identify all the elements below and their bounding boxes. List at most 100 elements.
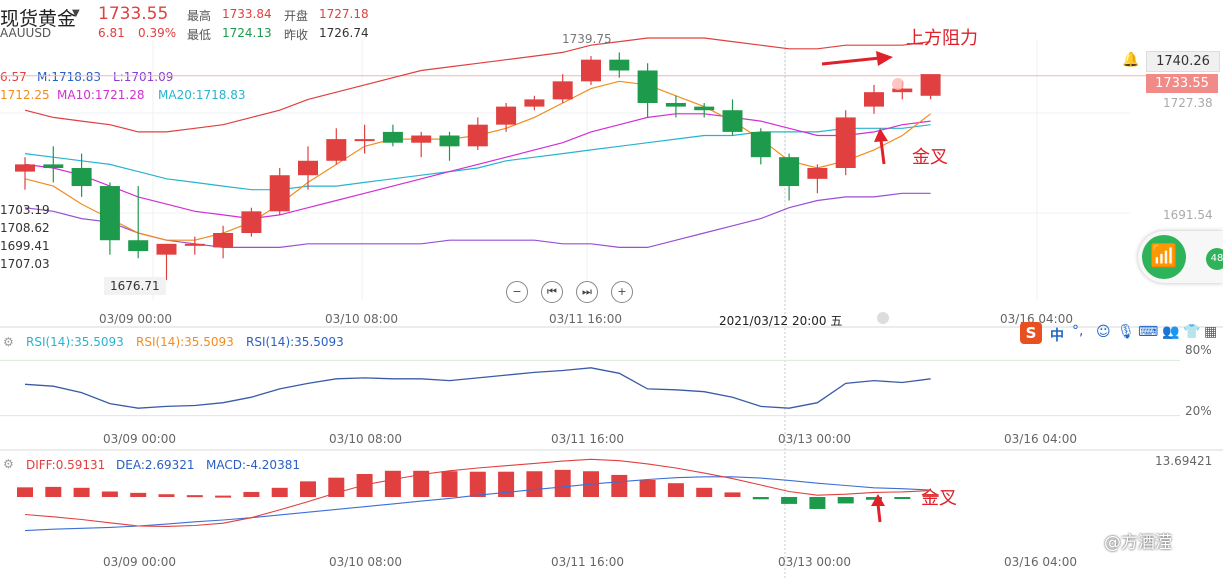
macd-axis-value: 13.69421 bbox=[1155, 454, 1213, 468]
candle-body bbox=[665, 103, 686, 107]
low-label: 1676.71 bbox=[104, 277, 166, 295]
macd-x-label-2: 03/10 08:00 bbox=[329, 555, 402, 569]
stat-prevclose-value: 1726.74 bbox=[319, 26, 369, 40]
candle-body bbox=[609, 59, 630, 71]
macd-bar bbox=[271, 487, 288, 497]
candle-body bbox=[467, 124, 488, 147]
rsi-chart[interactable] bbox=[0, 330, 1223, 450]
network-badge: 48 bbox=[1206, 248, 1223, 270]
bell-icon[interactable]: 🔔 bbox=[1122, 52, 1140, 68]
macd-arrow-shaft bbox=[876, 503, 882, 523]
resistance-annotation: 上方阻力 bbox=[906, 28, 978, 49]
dea-line bbox=[24, 476, 931, 532]
macd-x-label-1: 03/09 00:00 bbox=[103, 555, 176, 569]
macd-chart[interactable] bbox=[0, 452, 1223, 556]
macd-bar bbox=[130, 492, 147, 497]
alert-price-box[interactable]: 1740.26 bbox=[1146, 51, 1220, 72]
next-button[interactable]: ⏭ bbox=[576, 281, 598, 303]
x-label-2: 03/10 08:00 bbox=[325, 312, 398, 326]
candle-body bbox=[552, 81, 573, 100]
macd-bar bbox=[384, 470, 401, 497]
candle-body bbox=[581, 59, 601, 82]
macd-dea-legend: DEA:2.69321 bbox=[116, 458, 195, 472]
prev-button[interactable]: ⏮ bbox=[541, 281, 563, 303]
zoom-in-button[interactable]: + bbox=[611, 281, 633, 303]
x-label-1: 03/09 00:00 bbox=[99, 312, 172, 326]
macd-value-legend: MACD:-4.20381 bbox=[206, 458, 300, 472]
rsi-settings-icon[interactable]: ⚙ bbox=[3, 335, 14, 349]
candle-body bbox=[835, 117, 856, 168]
macd-bar bbox=[469, 471, 486, 497]
emoji-icon[interactable]: ☺ bbox=[1096, 324, 1111, 340]
candle-body bbox=[779, 157, 800, 187]
ime-logo-icon[interactable]: S bbox=[1020, 322, 1042, 344]
candle-body bbox=[213, 233, 234, 248]
stat-low-value: 1724.13 bbox=[222, 26, 272, 40]
candle-body bbox=[722, 110, 743, 132]
rsi-legend-2: RSI(14):35.5093 bbox=[136, 335, 234, 349]
ime-lang-toggle[interactable]: 中 bbox=[1050, 328, 1064, 344]
macd-diff-legend: DIFF:0.59131 bbox=[26, 458, 106, 472]
macd-bar bbox=[866, 497, 882, 500]
macd-bar bbox=[441, 471, 458, 497]
left-value-1: 1703.19 bbox=[0, 203, 50, 217]
stat-high-label: 最高 bbox=[187, 9, 212, 23]
candle-body bbox=[496, 106, 517, 125]
candle-body bbox=[326, 139, 347, 161]
cross-arrow-shaft bbox=[879, 139, 886, 165]
macd-x-label-5: 03/16 04:00 bbox=[1004, 555, 1077, 569]
macd-settings-icon[interactable]: ⚙ bbox=[3, 457, 14, 471]
ma20-line bbox=[24, 124, 931, 191]
rsi-legend-1: RSI(14):35.5093 bbox=[26, 335, 124, 349]
wifi-icon[interactable]: 📶 bbox=[1142, 235, 1186, 279]
skin-icon[interactable]: 👕 bbox=[1183, 324, 1201, 340]
candle-body bbox=[750, 131, 771, 158]
user-settings-icon[interactable]: 👥 bbox=[1162, 324, 1180, 340]
candle-body bbox=[920, 74, 941, 96]
price-change: 6.81 bbox=[98, 26, 125, 40]
zoom-out-button[interactable]: − bbox=[506, 281, 528, 303]
current-price-box: 1733.55 bbox=[1146, 74, 1218, 93]
ime-punct-toggle[interactable]: °, bbox=[1072, 323, 1084, 339]
candle-body bbox=[524, 99, 545, 107]
rsi-x-label-4: 03/13 00:00 bbox=[778, 432, 851, 446]
candle-body bbox=[354, 139, 375, 142]
macd-bar bbox=[724, 492, 741, 497]
stat-high-value: 1733.84 bbox=[222, 7, 272, 21]
candle-body bbox=[694, 106, 715, 111]
candle-body bbox=[892, 88, 913, 93]
keyboard-icon[interactable]: ⌨ bbox=[1138, 324, 1159, 340]
stat-open-label: 开盘 bbox=[284, 9, 309, 23]
golden-cross-annotation-1: 金叉 bbox=[912, 147, 948, 168]
rsi-level-low: 20% bbox=[1185, 404, 1212, 418]
ma10-legend: MA10:1721.28 bbox=[57, 88, 145, 102]
x-label-5: 03/16 04:00 bbox=[1000, 312, 1073, 326]
axis-level-2: 1691.54 bbox=[1163, 208, 1213, 222]
candlestick-chart[interactable] bbox=[0, 0, 1223, 330]
axis-level-1: 1727.38 bbox=[1163, 96, 1213, 110]
macd-bar bbox=[922, 494, 939, 497]
boll-upper-line bbox=[24, 37, 931, 133]
watermark: @方酒滢 bbox=[1104, 533, 1172, 553]
macd-bar bbox=[639, 479, 656, 497]
boll-lower-line bbox=[24, 192, 931, 248]
diff-line bbox=[24, 458, 931, 527]
rsi-x-label-1: 03/09 00:00 bbox=[103, 432, 176, 446]
macd-bar bbox=[17, 487, 33, 497]
rsi-line bbox=[24, 367, 931, 409]
macd-bar bbox=[526, 471, 543, 497]
grid-menu-icon[interactable]: ▦ bbox=[1204, 324, 1218, 340]
macd-x-label-3: 03/11 16:00 bbox=[551, 555, 624, 569]
boll-legend-m: M:1718.83 bbox=[37, 70, 102, 84]
macd-bar bbox=[243, 491, 260, 497]
microphone-icon[interactable]: 🎙 bbox=[1117, 324, 1135, 340]
instrument-dropdown-icon[interactable]: ▼ bbox=[72, 8, 80, 19]
settings-dot-icon[interactable] bbox=[877, 312, 889, 324]
candle-body bbox=[184, 243, 205, 246]
candle-body bbox=[382, 131, 403, 143]
rsi-level-high: 80% bbox=[1185, 343, 1212, 357]
macd-bar bbox=[667, 483, 684, 497]
macd-bar bbox=[611, 474, 628, 497]
macd-bar bbox=[215, 495, 232, 498]
x-label-3: 03/11 16:00 bbox=[549, 312, 622, 326]
